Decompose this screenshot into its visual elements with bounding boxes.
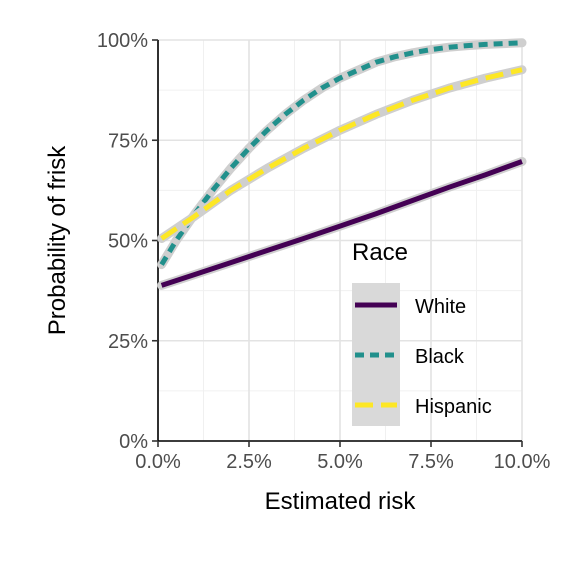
series-ribbon-hispanic <box>157 65 527 243</box>
x-axis-title: Estimated risk <box>265 488 417 515</box>
series-line-white <box>160 159 523 288</box>
y-tick-label: 100% <box>97 30 148 52</box>
x-tick-label: 10.0% <box>494 451 551 473</box>
legend-title: Race <box>352 239 408 266</box>
y-tick-label: 25% <box>108 331 148 353</box>
y-axis-title: Probability of frisk <box>44 145 71 335</box>
series-lines <box>157 38 527 290</box>
x-tick-label: 7.5% <box>408 451 454 473</box>
x-tick-label: 0.0% <box>135 451 181 473</box>
series-line-hispanic <box>160 67 523 241</box>
y-tick-label: 75% <box>108 130 148 152</box>
legend-label-black: Black <box>415 346 465 368</box>
x-tick-label: 5.0% <box>317 451 363 473</box>
tick-labels: 0.0% 2.5% 5.0% 7.5% 10.0% 0% 25% 50% 75% 100% <box>97 30 551 473</box>
series-line-black <box>159 40 523 266</box>
grid <box>157 39 523 442</box>
x-tick-label: 2.5% <box>226 451 272 473</box>
legend-label-white: White <box>415 296 466 318</box>
legend-label-hispanic: Hispanic <box>415 396 492 418</box>
axes <box>152 39 523 447</box>
legend: Race White Black Hispanic <box>352 239 492 426</box>
y-tick-label: 0% <box>119 431 148 453</box>
y-tick-label: 50% <box>108 231 148 253</box>
